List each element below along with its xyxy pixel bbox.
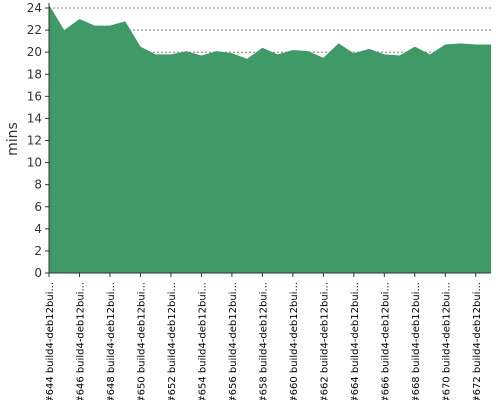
- x-tick-labels: #644 build4-deb12bui... #646 build4-deb12…: [45, 273, 483, 400]
- y-tick-label: 24: [27, 1, 42, 15]
- x-tick-label: #654 build4-deb12bui...: [197, 282, 208, 400]
- y-tick-label: 20: [27, 45, 42, 59]
- x-tick-label: #648 build4-deb12bui...: [106, 282, 117, 400]
- x-tick-label: #662 build4-deb12bui...: [319, 282, 330, 400]
- y-tick-label: 8: [34, 178, 42, 192]
- y-tick-label: 2: [34, 244, 42, 258]
- x-tick-label: #670 build4-deb12bui...: [441, 282, 452, 400]
- x-tick-label: #664 build4-deb12bui...: [350, 282, 361, 400]
- y-tick-label: 12: [27, 134, 42, 148]
- x-tick-label: #644 build4-deb12bui...: [45, 282, 56, 400]
- x-tick-label: #672 build4-deb12bui...: [472, 282, 483, 400]
- x-tick-label: #666 build4-deb12bui...: [380, 282, 391, 400]
- x-tick-label: #660 build4-deb12bui...: [289, 282, 300, 400]
- x-tick-label: #652 build4-deb12bui...: [167, 282, 178, 400]
- y-axis-title: mins: [5, 122, 21, 156]
- x-tick-label: #650 build4-deb12bui...: [136, 282, 147, 400]
- x-tick-label: #656 build4-deb12bui...: [228, 282, 239, 400]
- y-tick-label: 6: [34, 200, 42, 214]
- x-tick-label: #658 build4-deb12bui...: [258, 282, 269, 400]
- y-tick-label: 14: [27, 111, 42, 125]
- x-tick-label: #668 build4-deb12bui...: [411, 282, 422, 400]
- y-tick-label: 0: [34, 266, 42, 280]
- x-tick-label: #646 build4-deb12bui...: [75, 282, 86, 400]
- y-tick-label: 22: [27, 23, 42, 37]
- y-tick-label: 16: [27, 89, 42, 103]
- y-tick-label: 4: [34, 222, 42, 236]
- y-tick-label: 18: [27, 67, 42, 81]
- duration-area: [49, 4, 491, 273]
- y-tick-label: 10: [27, 156, 42, 170]
